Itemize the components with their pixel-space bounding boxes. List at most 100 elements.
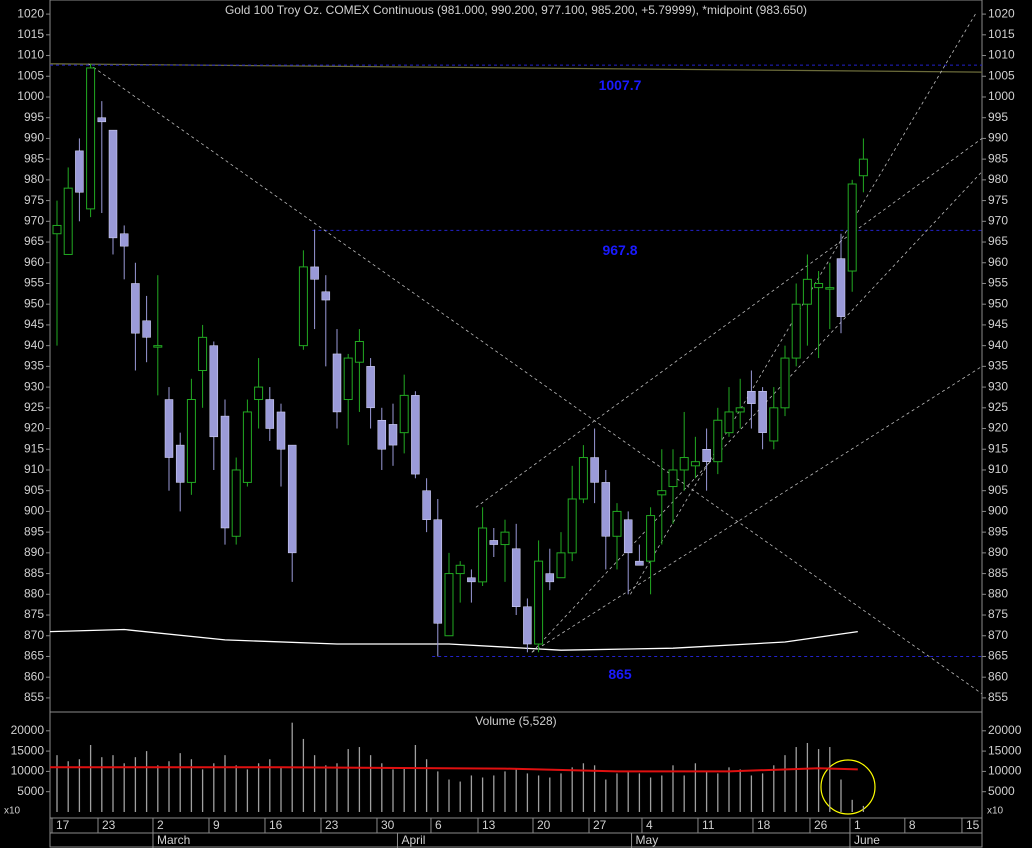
candle-body [164,399,174,458]
candle-body [467,577,476,583]
candle-body [523,606,532,645]
candle-body [265,399,275,429]
month-label: March [157,833,190,847]
candle-body [735,407,745,413]
y-tick-label: 870 [24,628,44,642]
candle-body [153,345,163,348]
y-tick-label: 855 [24,690,44,704]
y-tick-label: 15000 [11,743,45,757]
y-tick-label: 885 [24,566,44,580]
y-tick-label: 880 [988,586,1008,600]
y-tick-label: 925 [24,400,44,414]
y-tick-label: 985 [24,151,44,165]
candle-body [276,411,286,450]
y-tick-label: 915 [24,441,44,455]
y-tick-label: 880 [24,586,44,600]
candle-body [108,129,118,239]
trendline [475,138,983,508]
y-tick-label: 1000 [17,89,44,103]
y-tick-label: 870 [988,628,1008,642]
candle-body [635,560,644,566]
y-tick-label: 960 [988,255,1008,269]
candle-body [332,353,342,413]
x-tick-label: 8 [909,818,916,832]
y-tick-label: 860 [24,669,44,683]
candle-body [758,390,767,433]
y-tick-label: 985 [988,151,1008,165]
y-tick-label: 970 [24,213,44,227]
y-tick-label: 920 [24,421,44,435]
candle-body [75,150,84,193]
candle-body [825,287,835,290]
candle-body [780,357,790,409]
month-label: April [401,833,425,847]
y-tick-label: 995 [24,110,44,124]
candle-body [612,510,622,537]
month-label: May [636,833,659,847]
highlight-circle [820,759,876,815]
y-tick-label: 990 [988,131,1008,145]
candle-body [343,357,353,401]
y-tick-label: 1020 [17,6,44,20]
candle-body [534,560,544,645]
y-tick-label: 910 [24,462,44,476]
candle-body [478,527,488,583]
level-label: 967.8 [602,242,637,258]
y-tick-label: 895 [988,524,1008,538]
trendline [531,366,983,653]
x-tick-label: 17 [56,818,70,832]
candle-body [679,457,689,471]
candle-body [836,258,846,317]
y-tick-label: 920 [988,421,1008,435]
y-tick-label: 945 [24,317,44,331]
y-tick-label: 1020 [988,6,1015,20]
frame [49,0,983,848]
volume-unit: x10 [987,806,1004,817]
x-tick-label: 1 [854,818,861,832]
month-label: June [854,833,880,847]
y-tick-label: 955 [24,276,44,290]
y-tick-label: 855 [988,690,1008,704]
y-tick-label: 1005 [988,68,1015,82]
y-tick-label: 925 [988,400,1008,414]
candle-body [310,266,319,280]
level-label: 865 [608,666,632,682]
candle-body [63,187,73,255]
candle-body [119,233,129,247]
y-tick-label: 1010 [17,48,44,62]
x-tick-label: 9 [213,818,220,832]
y-tick-label: 1005 [17,68,44,82]
y-tick-label: 975 [988,193,1008,207]
x-tick-label: 18 [757,818,771,832]
y-tick-label: 1010 [988,48,1015,62]
candle-body [97,117,107,123]
candle-body [377,419,387,450]
y-tick-label: 895 [24,524,44,538]
candle-body [500,531,510,546]
y-tick-label: 980 [988,172,1008,186]
x-tick-label: 23 [102,818,116,832]
y-tick-label: 890 [988,545,1008,559]
y-tick-label: 945 [988,317,1008,331]
moving-average [49,628,858,651]
candle-body [545,573,555,583]
candle-body [321,291,331,301]
y-tick-label: 915 [988,441,1008,455]
y-tick-label: 1000 [988,89,1015,103]
candle-body [847,183,857,272]
candle-body [175,444,185,483]
candle-body [198,336,208,372]
candle-body [186,399,196,483]
y-tick-label: 930 [988,379,1008,393]
candle-body [209,345,219,438]
y-tick-label: 940 [24,338,44,352]
x-tick-label: 11 [702,818,715,832]
y-tick-label: 10000 [11,764,45,778]
candle-body [858,158,868,177]
y-tick-label: 900 [988,504,1008,518]
candle-body [422,490,431,520]
x-tick-label: 4 [646,818,653,832]
trendline [88,63,983,695]
y-tick-label: 950 [24,296,44,310]
candle-body [511,548,521,607]
